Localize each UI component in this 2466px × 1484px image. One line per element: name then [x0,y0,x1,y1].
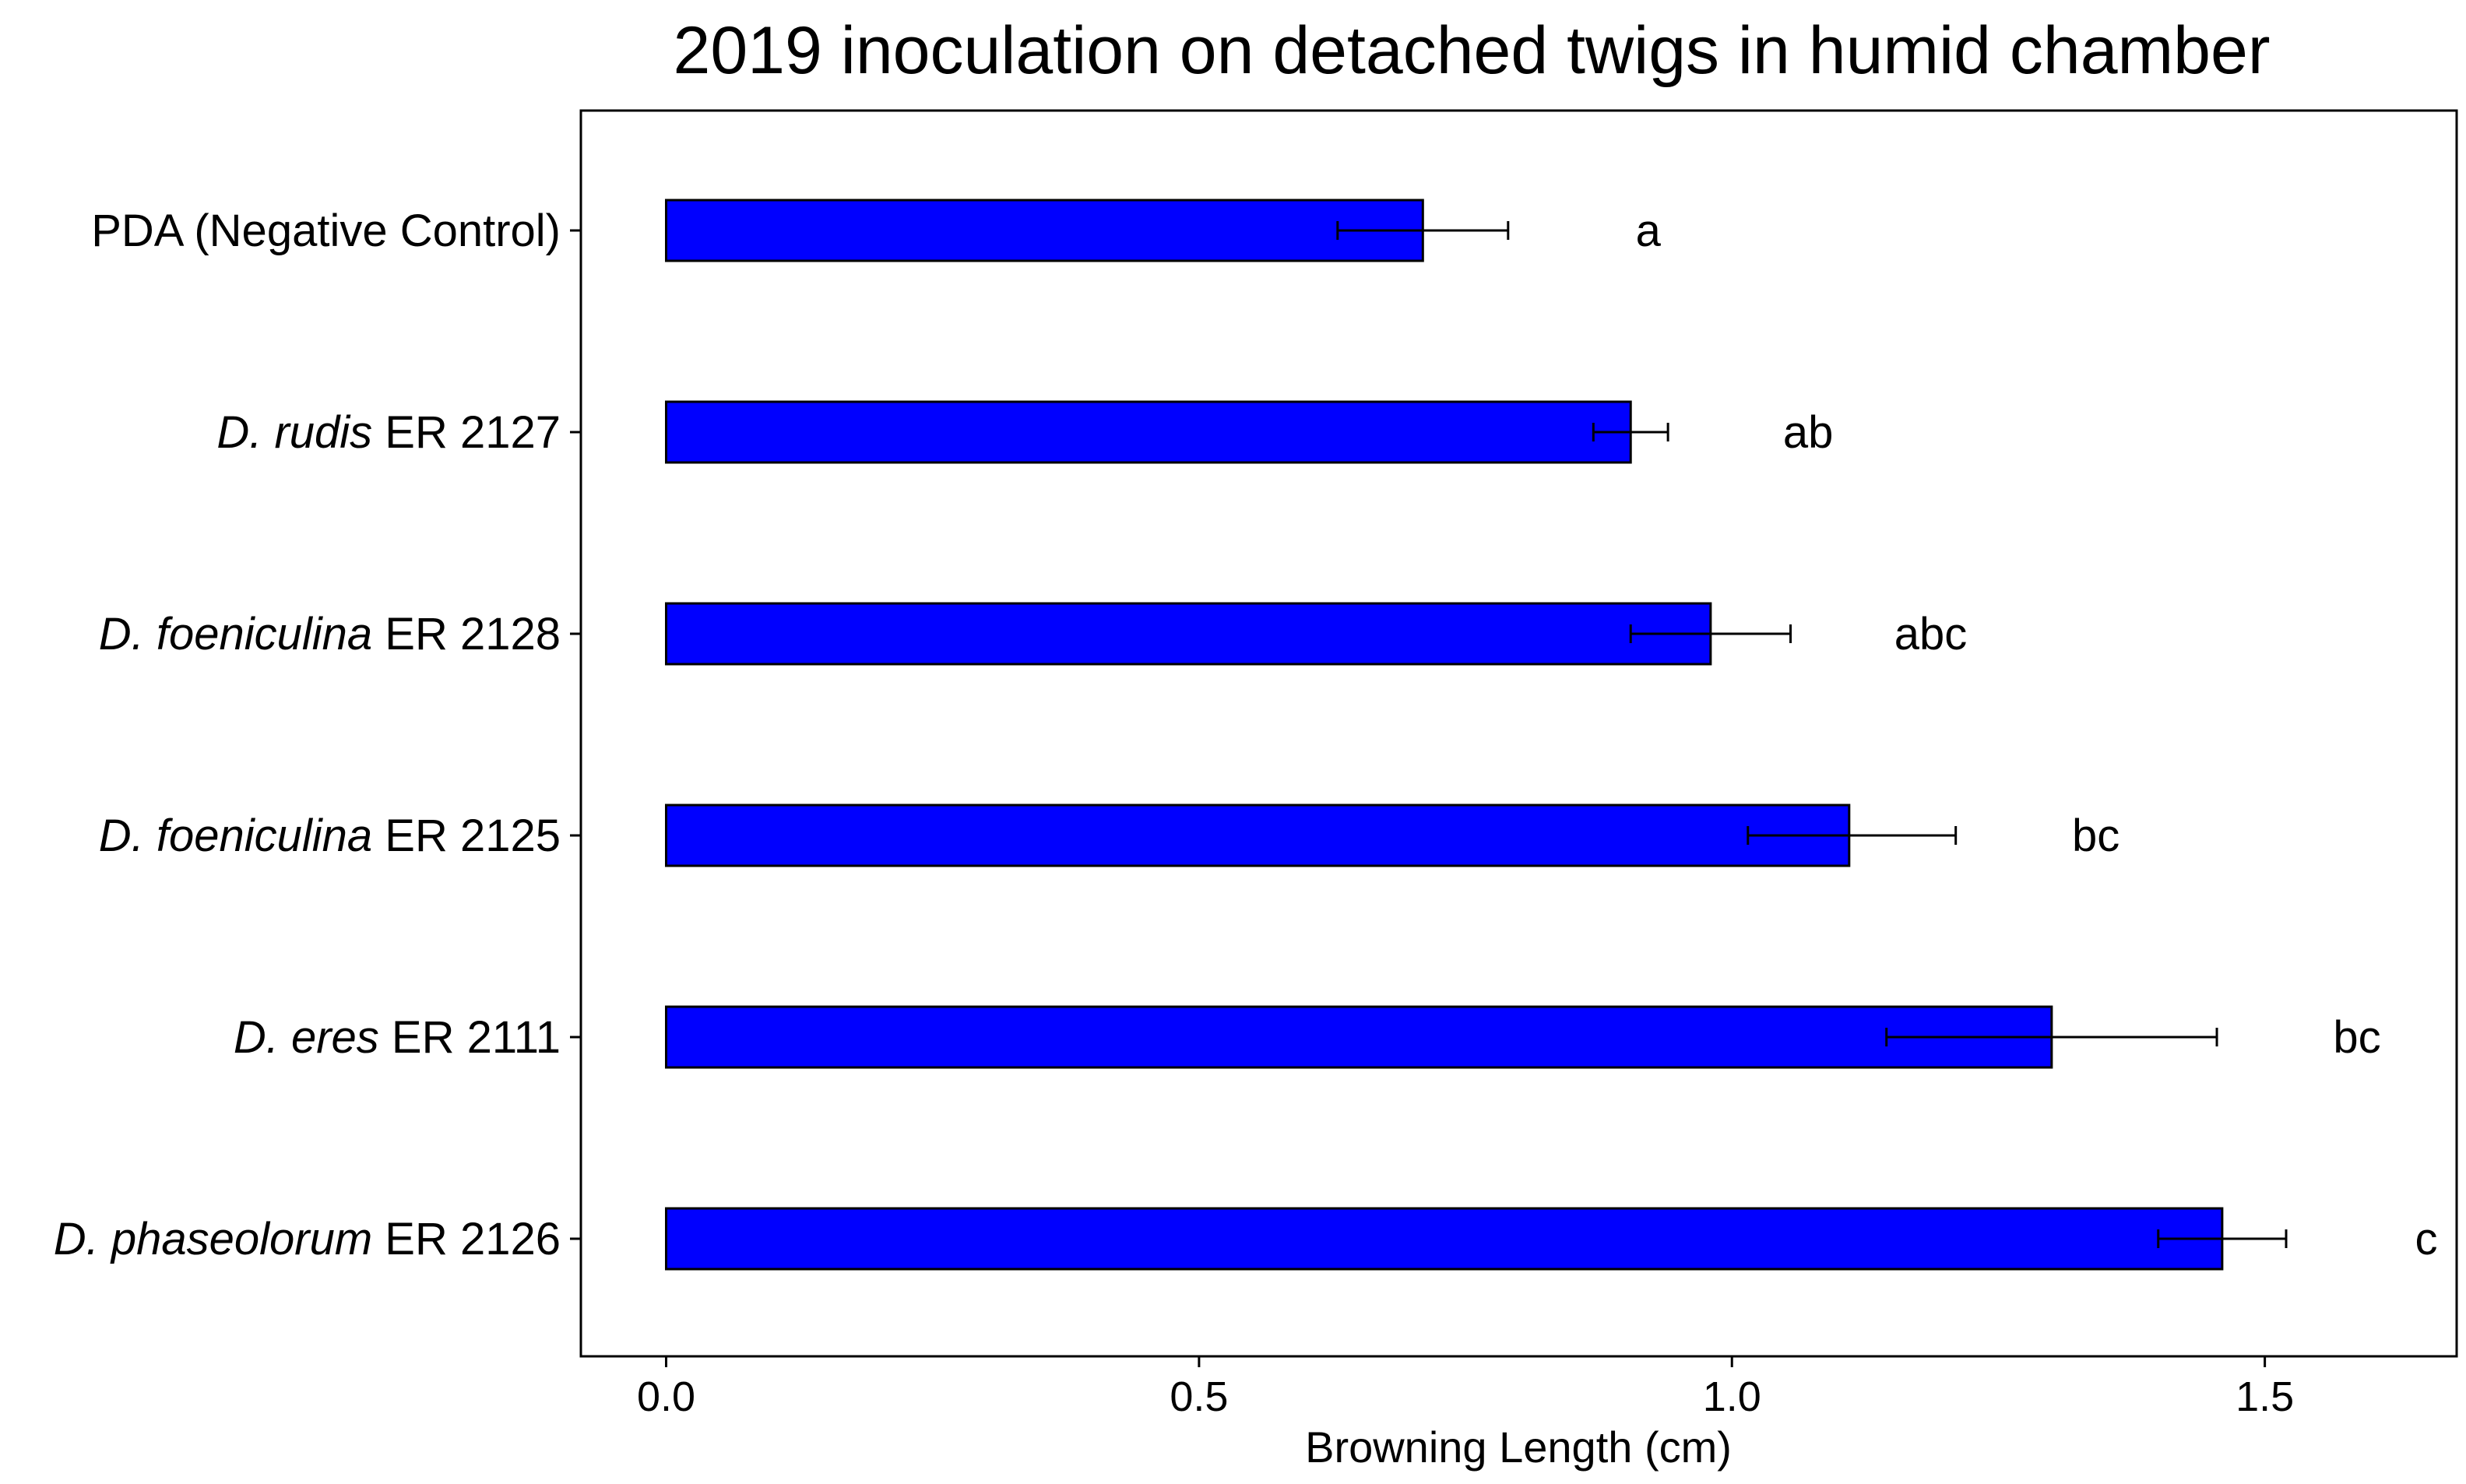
significance-letter: abc [1894,609,1968,659]
x-tick-label: 0.5 [1170,1373,1228,1420]
y-tick-label: D. foeniculina ER 2125 [99,811,561,861]
x-tick-label: 1.5 [2236,1373,2294,1420]
y-tick-label: PDA (Negative Control) [91,206,561,256]
y-tick-label: D. phaseolorum ER 2126 [54,1214,561,1264]
bar [665,400,1632,464]
significance-letter: c [2415,1214,2438,1264]
bar [665,804,1851,867]
plot-area [579,109,2458,1358]
significance-letter: bc [2333,1012,2380,1063]
significance-letter: ab [1783,407,1834,458]
bar [665,602,1712,666]
significance-letter: bc [2072,811,2119,861]
bar [665,199,1424,262]
chart-title: 2019 inoculation on detached twigs in hu… [674,13,2271,88]
x-tick-label: 1.0 [1703,1373,1761,1420]
bar [665,1005,2053,1069]
significance-letter: a [1636,206,1662,256]
y-tick-label: D. eres ER 2111 [234,1012,561,1063]
x-tick-label: 0.0 [637,1373,695,1420]
x-axis-title: Browning Length (cm) [1305,1422,1732,1472]
y-tick-label: D. foeniculina ER 2128 [99,609,561,659]
bar [665,1207,2224,1271]
y-tick-label: D. rudis ER 2127 [216,407,561,458]
